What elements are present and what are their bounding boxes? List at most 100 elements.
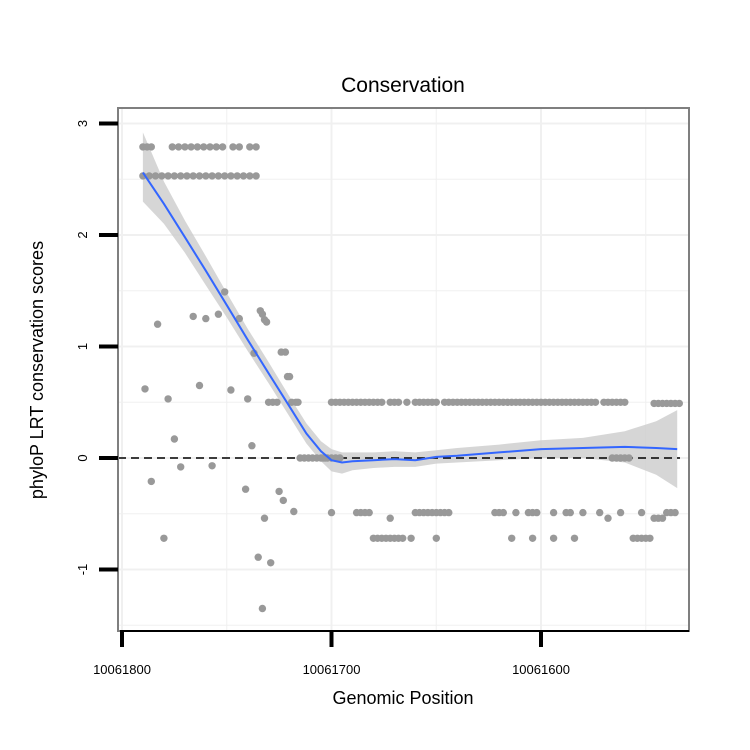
data-point — [214, 310, 223, 318]
data-point — [604, 514, 612, 522]
data-point — [403, 398, 411, 406]
plot-area — [117, 107, 690, 632]
data-point — [202, 172, 210, 180]
data-point — [164, 395, 172, 403]
data-point — [252, 172, 260, 180]
data-point — [658, 514, 667, 522]
data-point — [206, 143, 214, 151]
data-point — [549, 534, 558, 542]
data-point — [432, 534, 440, 542]
data-point — [187, 143, 195, 151]
data-point — [386, 514, 394, 522]
data-point — [646, 534, 654, 542]
data-point — [147, 477, 155, 486]
data-point — [235, 143, 243, 151]
data-point — [281, 348, 290, 356]
data-point — [248, 442, 256, 450]
x-tick-label: 10061600 — [512, 662, 570, 677]
data-point — [233, 172, 241, 180]
data-point — [151, 172, 160, 180]
data-point — [528, 534, 537, 542]
data-point — [147, 143, 155, 151]
data-point — [181, 143, 189, 151]
data-point — [189, 312, 197, 321]
y-tick-label: 0 — [75, 454, 90, 461]
data-point — [621, 398, 629, 406]
data-point — [202, 314, 210, 323]
data-point — [246, 172, 254, 180]
data-point — [164, 172, 172, 180]
data-point — [508, 534, 516, 542]
x-tick-label: 10061800 — [93, 662, 151, 677]
data-point — [533, 508, 541, 517]
data-point — [227, 172, 235, 180]
y-tick-label: 2 — [75, 231, 90, 238]
data-point — [275, 487, 283, 496]
data-point — [229, 143, 237, 151]
data-point — [252, 143, 260, 151]
data-point — [177, 172, 185, 180]
data-point — [407, 534, 415, 542]
data-point — [512, 508, 520, 517]
data-point — [221, 288, 229, 296]
data-point — [158, 172, 166, 180]
data-point — [579, 508, 587, 517]
data-point — [499, 508, 507, 517]
data-point — [394, 398, 403, 406]
data-point — [378, 398, 386, 406]
confidence-ribbon — [142, 132, 678, 489]
data-point — [212, 143, 220, 151]
data-point — [170, 172, 179, 180]
chart-title: Conservation — [341, 74, 465, 97]
data-point — [445, 508, 453, 517]
data-point — [279, 496, 287, 505]
data-point — [241, 485, 250, 493]
data-point — [177, 463, 185, 471]
data-point — [244, 395, 252, 403]
x-axis-title: Genomic Position — [332, 688, 473, 708]
data-point — [336, 454, 344, 462]
data-point — [189, 172, 197, 180]
data-point — [596, 508, 604, 517]
data-point — [153, 320, 162, 328]
data-point — [208, 462, 216, 470]
data-point — [290, 507, 298, 516]
data-point — [214, 172, 223, 180]
x-tick-label: 10061700 — [303, 662, 361, 677]
data-point — [227, 386, 235, 394]
data-point — [170, 435, 179, 443]
data-point — [246, 143, 254, 151]
data-point — [432, 398, 440, 406]
data-point — [258, 604, 267, 613]
x-axis: 10061800 10061700 10061600 — [93, 630, 689, 677]
data-point — [239, 172, 248, 180]
data-point — [208, 172, 216, 180]
data-point — [637, 508, 646, 517]
data-point — [294, 398, 302, 406]
data-point — [174, 143, 183, 151]
data-point — [273, 398, 281, 406]
data-point — [327, 508, 336, 517]
y-axis: -1 0 1 2 3 — [75, 120, 118, 575]
y-axis-title: phyloP LRT conservation scores — [27, 241, 47, 499]
data-point — [218, 143, 227, 151]
grid-lines — [118, 108, 689, 631]
data-point — [591, 398, 600, 406]
data-point — [570, 534, 579, 542]
data-point — [221, 172, 229, 180]
data-point — [254, 553, 262, 561]
data-point — [365, 508, 373, 517]
data-point — [262, 318, 271, 326]
data-point — [616, 508, 625, 517]
data-point — [141, 385, 149, 393]
data-point — [566, 508, 574, 517]
y-tick-label: 3 — [75, 120, 90, 127]
data-point — [549, 508, 558, 517]
data-point — [625, 454, 633, 462]
data-point — [195, 172, 204, 180]
data-point — [260, 514, 269, 522]
y-tick-label: -1 — [75, 564, 90, 576]
data-point — [285, 372, 294, 381]
data-point — [183, 172, 191, 180]
